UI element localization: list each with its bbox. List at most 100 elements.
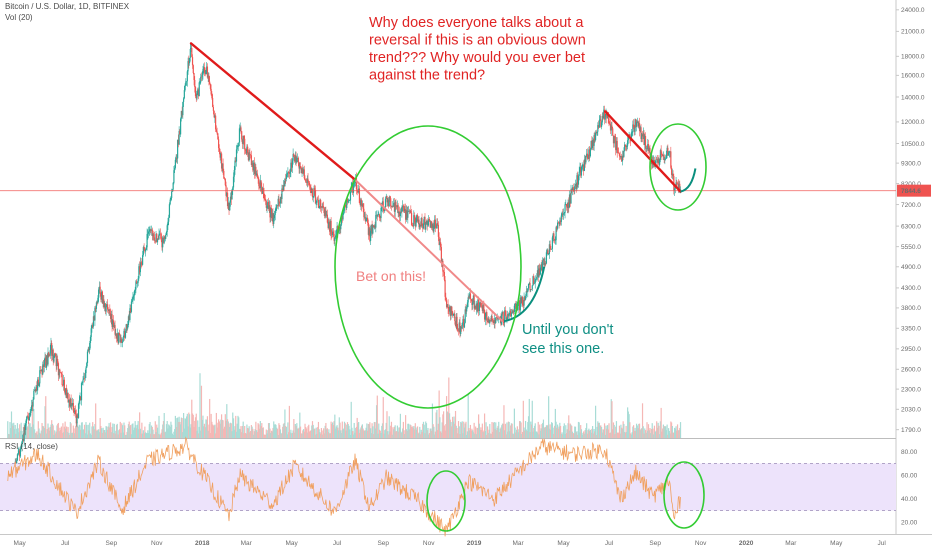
time-tick-label: Mar: [513, 540, 525, 547]
candle-body: [587, 158, 589, 159]
volume-bar: [378, 429, 381, 438]
volume-bar: [25, 424, 27, 438]
candle-body: [318, 207, 320, 209]
candle-body: [130, 308, 132, 312]
volume-bar: [77, 426, 80, 438]
candle-body: [267, 201, 269, 207]
time-tick-label: 2018: [195, 540, 210, 547]
candle-body: [137, 278, 139, 283]
candle-body: [80, 396, 82, 401]
volume-bar: [627, 411, 629, 438]
volume-bar: [516, 426, 518, 438]
candle-body: [259, 180, 261, 189]
volume-bar: [31, 399, 33, 438]
price-tick-label: 7200.0: [901, 202, 921, 209]
rsi-highlight-circle-left: [426, 470, 466, 532]
volume-bar: [203, 423, 206, 438]
volume-bar: [535, 431, 537, 438]
candle-body: [157, 238, 159, 240]
candle-body: [92, 325, 94, 327]
volume-bar: [660, 407, 662, 438]
volume-bar: [64, 421, 66, 438]
volume-bar: [125, 434, 127, 438]
candle-body: [53, 355, 55, 362]
volume-bar: [564, 433, 566, 438]
volume-bar: [355, 426, 358, 438]
candle-body: [662, 154, 664, 157]
volume-bar: [526, 430, 528, 438]
candle-body: [582, 164, 584, 167]
volume-bar: [597, 422, 600, 438]
volume-bar: [583, 431, 585, 438]
volume-bar: [656, 421, 658, 438]
volume-bar: [482, 432, 484, 438]
volume-bar: [355, 428, 357, 438]
candle-body: [186, 71, 188, 82]
volume-bar: [352, 431, 354, 438]
volume-bar: [35, 433, 37, 438]
candle-body: [226, 192, 229, 207]
volume-bar: [420, 429, 422, 438]
volume-bar: [468, 428, 470, 438]
volume-bar: [387, 431, 389, 438]
candle-body: [188, 61, 190, 64]
volume-bar: [329, 433, 331, 438]
candle-body: [432, 224, 434, 232]
volume-bar: [609, 432, 612, 438]
candle-body: [116, 333, 118, 339]
volume-bar: [447, 412, 449, 438]
candle-body: [15, 461, 17, 465]
candle-body: [88, 348, 90, 351]
candle-body: [615, 140, 618, 151]
candle-body: [154, 240, 156, 242]
candle-body: [59, 369, 61, 373]
volume-bar: [438, 390, 440, 438]
volume-bar: [393, 429, 395, 438]
volume-bar: [426, 430, 428, 438]
candle-body: [316, 199, 318, 203]
candle-body: [203, 67, 206, 73]
candle-body: [670, 151, 672, 168]
volume-bar: [291, 433, 293, 438]
volume-bar: [68, 432, 70, 438]
volume-bar: [538, 434, 540, 438]
candle-body: [568, 194, 571, 208]
volume-bar: [362, 428, 364, 438]
volume-bar: [507, 431, 509, 438]
candle-body: [167, 221, 169, 226]
volume-bar: [168, 424, 170, 438]
candle-body: [667, 147, 669, 156]
candle-body: [338, 226, 340, 231]
candle-body: [261, 186, 263, 194]
candle-body: [567, 202, 569, 208]
candle-body: [549, 244, 551, 250]
volume-bar: [349, 429, 351, 438]
volume-bar: [187, 426, 189, 438]
volume-bar: [651, 423, 653, 438]
candle-body: [301, 168, 303, 173]
candle-body: [533, 283, 536, 284]
candle-body: [36, 386, 38, 391]
volume-bar: [501, 423, 504, 438]
candle-body: [526, 291, 528, 292]
volume-bar: [170, 421, 172, 438]
candle-body: [524, 296, 527, 300]
candle-body: [419, 224, 422, 227]
volume-bar: [101, 432, 103, 438]
candle-body: [581, 166, 583, 168]
volume-bar: [321, 434, 323, 438]
candle-body: [28, 416, 30, 421]
volume-bar: [623, 423, 625, 438]
candle-body: [542, 260, 544, 271]
candle-body: [416, 215, 419, 222]
candle-body: [198, 82, 200, 97]
volume-bar: [250, 430, 252, 438]
candle-body: [388, 197, 390, 207]
volume-bar: [513, 434, 515, 438]
candle-body: [503, 321, 505, 323]
volume-bar: [273, 424, 276, 438]
volume-bar: [562, 426, 565, 438]
candle-body: [413, 215, 416, 222]
candle-body: [381, 201, 384, 208]
